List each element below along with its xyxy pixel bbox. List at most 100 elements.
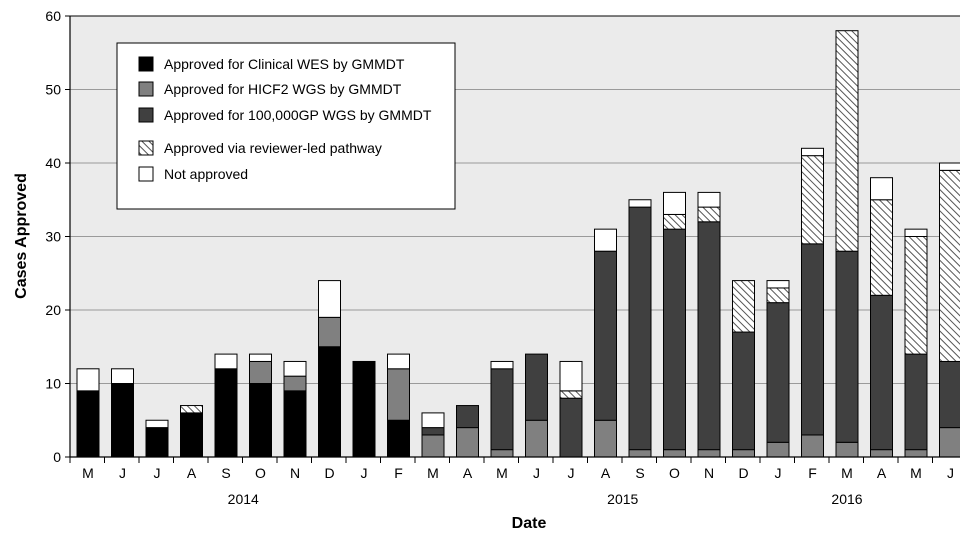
y-tick-label: 0 (53, 449, 61, 465)
x-tick-label: M (841, 465, 853, 481)
bar-segment (387, 368, 410, 421)
bar-segment (870, 199, 893, 296)
y-axis-title: Cases Approved (13, 173, 30, 299)
bar-segment (283, 360, 307, 377)
bar-segment (939, 360, 960, 429)
bar-segment (283, 375, 307, 392)
bar-segment (939, 427, 960, 458)
bar-segment (145, 419, 169, 429)
x-tick-label: A (601, 465, 611, 481)
legend-swatch (138, 166, 154, 182)
bar-segment (594, 228, 617, 252)
bar-segment (111, 368, 134, 384)
bar-segment (318, 316, 341, 348)
bar-segment (732, 449, 755, 458)
bar-segment (76, 368, 100, 392)
bar-segment (835, 30, 859, 252)
x-tick-label: J (533, 465, 540, 481)
x-tick-label: O (255, 465, 266, 481)
bar-segment (939, 169, 960, 362)
bar-segment (214, 353, 238, 370)
bar-segment (697, 449, 721, 458)
x-tick-label: J (568, 465, 575, 481)
x-tick-label: J (154, 465, 161, 481)
y-tick-label: 10 (45, 376, 61, 392)
bar-segment (387, 353, 410, 370)
x-axis-title: Date (512, 515, 547, 532)
x-tick-label: N (704, 465, 714, 481)
bar-segment (628, 199, 652, 208)
legend-box (116, 42, 456, 210)
legend-swatch (138, 107, 154, 123)
bar-segment (490, 360, 514, 370)
bar-segment (801, 434, 824, 458)
bar-segment (421, 434, 445, 458)
bar-segment (801, 147, 824, 157)
x-tick-label: S (635, 465, 644, 481)
bar-segment (456, 427, 479, 458)
bar-segment (628, 206, 652, 451)
legend-label: Approved via reviewer-led pathway (164, 140, 382, 156)
bar-segment (732, 280, 755, 333)
year-label: 2014 (228, 491, 259, 507)
bar-segment (904, 236, 928, 355)
bar-segment (456, 405, 479, 429)
bar-segment (249, 360, 272, 385)
bar-segment (801, 155, 824, 245)
bar-segment (594, 419, 617, 458)
bar-segment (663, 449, 686, 458)
y-tick-label: 50 (45, 82, 61, 98)
x-tick-label: J (361, 465, 368, 481)
bar-segment (870, 294, 893, 451)
legend: Approved for Clinical WES by GMMDT Approv… (116, 42, 456, 210)
bar-segment (111, 383, 134, 458)
legend-label: Not approved (164, 166, 248, 182)
bar-segment (594, 250, 617, 421)
x-tick-label: M (82, 465, 94, 481)
bar-segment (559, 360, 583, 392)
bar-segment (490, 449, 514, 458)
bar-segment (766, 287, 790, 304)
legend-swatch (138, 56, 154, 72)
y-tick-label: 20 (45, 302, 61, 318)
bar-segment (904, 449, 928, 458)
bar-segment (249, 383, 272, 458)
year-label: 2016 (831, 491, 862, 507)
x-tick-label: S (221, 465, 230, 481)
x-tick-label: M (427, 465, 439, 481)
y-tick-label: 60 (45, 8, 61, 24)
bar-segment (835, 441, 859, 458)
bar-segment (249, 353, 272, 362)
bar-segment (525, 353, 548, 421)
bar-segment (525, 419, 548, 458)
bar-segment (904, 228, 928, 237)
legend-label: Approved for 100,000GP WGS by GMMDT (164, 107, 432, 123)
bar-segment (318, 346, 341, 458)
legend-swatch (138, 81, 154, 97)
bar-segment (835, 250, 859, 443)
x-tick-label: M (496, 465, 508, 481)
bar-segment (76, 390, 100, 458)
bar-segment (870, 449, 893, 458)
bar-segment (180, 412, 203, 458)
x-tick-label: N (290, 465, 300, 481)
x-tick-label: F (394, 465, 403, 481)
bar-segment (214, 368, 238, 458)
x-tick-label: J (119, 465, 126, 481)
x-tick-label: A (463, 465, 473, 481)
bar-segment (352, 360, 376, 458)
bar-segment (283, 390, 307, 458)
x-tick-label: D (324, 465, 334, 481)
bar-segment (697, 191, 721, 208)
y-tick-label: 30 (45, 229, 61, 245)
year-label: 2015 (607, 491, 638, 507)
bar-segment (421, 427, 445, 436)
x-tick-label: A (877, 465, 887, 481)
bar-segment (421, 412, 445, 429)
legend-label: Approved for Clinical WES by GMMDT (164, 56, 405, 72)
bar-segment (559, 390, 583, 399)
bar-segment (318, 280, 341, 318)
bar-segment (387, 419, 410, 458)
bar-segment (697, 221, 721, 451)
